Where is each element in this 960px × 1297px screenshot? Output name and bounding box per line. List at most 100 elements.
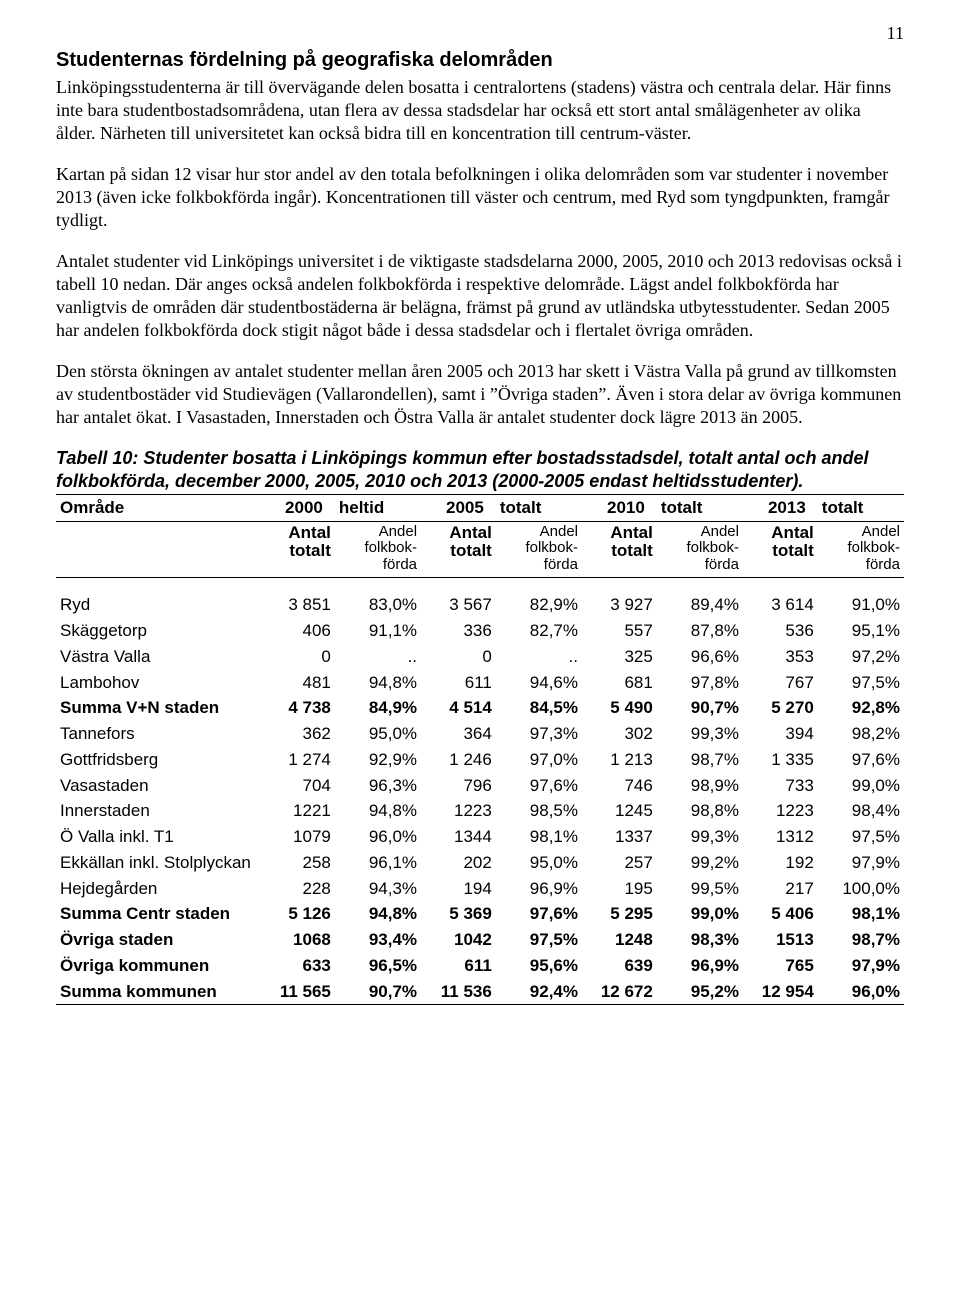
pct-cell: 95,2% [657, 979, 743, 1005]
value-cell: 4 514 [421, 695, 496, 721]
value-cell: 0 [421, 644, 496, 670]
pct-cell: 98,8% [657, 798, 743, 824]
data-table: Område 2000 heltid 2005 totalt 2010 tota… [56, 494, 904, 1005]
value-cell: 1 246 [421, 747, 496, 773]
pct-cell: 95,0% [496, 850, 582, 876]
value-cell: 557 [582, 618, 657, 644]
pct-cell: 94,8% [335, 798, 421, 824]
pct-cell: 95,0% [335, 721, 421, 747]
pct-cell: .. [335, 644, 421, 670]
value-cell: 12 672 [582, 979, 657, 1005]
pct-cell: 96,6% [657, 644, 743, 670]
value-cell: 704 [260, 773, 335, 799]
pct-cell: 99,5% [657, 876, 743, 902]
col-subheader-antal: Antal totalt [260, 521, 335, 578]
value-cell: 1 335 [743, 747, 818, 773]
value-cell: 302 [582, 721, 657, 747]
value-cell: 1223 [421, 798, 496, 824]
pct-cell: 90,7% [335, 979, 421, 1005]
area-cell: Ekkällan inkl. Stolplyckan [56, 850, 260, 876]
value-cell: 3 851 [260, 592, 335, 618]
pct-cell: 98,4% [818, 798, 904, 824]
pct-cell: 100,0% [818, 876, 904, 902]
col-header-yearlabel: totalt [818, 495, 904, 522]
pct-cell: 98,7% [657, 747, 743, 773]
value-cell: 746 [582, 773, 657, 799]
pct-cell: 98,2% [818, 721, 904, 747]
pct-cell: 97,0% [496, 747, 582, 773]
value-cell: 1 213 [582, 747, 657, 773]
value-cell: 353 [743, 644, 818, 670]
value-cell: 195 [582, 876, 657, 902]
table-row: Ryd3 85183,0%3 56782,9%3 92789,4%3 61491… [56, 592, 904, 618]
table-row: Övriga staden106893,4%104297,5%124898,3%… [56, 927, 904, 953]
pct-cell: 97,6% [496, 901, 582, 927]
col-subheader-andel: Andel folkbok-förda [818, 521, 904, 578]
col-header-yearlabel: heltid [335, 495, 421, 522]
paragraph: Kartan på sidan 12 visar hur stor andel … [56, 163, 904, 232]
value-cell: 194 [421, 876, 496, 902]
value-cell: 5 270 [743, 695, 818, 721]
pct-cell: 97,5% [818, 824, 904, 850]
value-cell: 733 [743, 773, 818, 799]
area-cell: Ryd [56, 592, 260, 618]
value-cell: 481 [260, 670, 335, 696]
pct-cell: 90,7% [657, 695, 743, 721]
pct-cell: 94,8% [335, 901, 421, 927]
table-row: Hejdegården22894,3%19496,9%19599,5%21710… [56, 876, 904, 902]
area-cell: Lambohov [56, 670, 260, 696]
pct-cell: 99,3% [657, 824, 743, 850]
pct-cell: 82,9% [496, 592, 582, 618]
pct-cell: 98,1% [818, 901, 904, 927]
area-cell: Övriga kommunen [56, 953, 260, 979]
table-row: Övriga kommunen63396,5%61195,6%63996,9%7… [56, 953, 904, 979]
pct-cell: 87,8% [657, 618, 743, 644]
value-cell: 3 927 [582, 592, 657, 618]
pct-cell: 84,5% [496, 695, 582, 721]
value-cell: 0 [260, 644, 335, 670]
area-cell: Summa Centr staden [56, 901, 260, 927]
value-cell: 611 [421, 953, 496, 979]
value-cell: 1312 [743, 824, 818, 850]
table-row: Tannefors36295,0%36497,3%30299,3%39498,2… [56, 721, 904, 747]
col-header-area: Område [56, 495, 260, 522]
pct-cell: 98,5% [496, 798, 582, 824]
area-cell: Gottfridsberg [56, 747, 260, 773]
value-cell: 611 [421, 670, 496, 696]
value-cell: 364 [421, 721, 496, 747]
value-cell: 5 406 [743, 901, 818, 927]
col-subheader-antal: Antal totalt [743, 521, 818, 578]
value-cell: 1221 [260, 798, 335, 824]
area-cell: Skäggetorp [56, 618, 260, 644]
pct-cell: 94,3% [335, 876, 421, 902]
pct-cell: 96,5% [335, 953, 421, 979]
pct-cell: 93,4% [335, 927, 421, 953]
table-row: Innerstaden122194,8%122398,5%124598,8%12… [56, 798, 904, 824]
pct-cell: .. [496, 644, 582, 670]
col-subheader-andel: Andel folkbok-förda [335, 521, 421, 578]
value-cell: 5 126 [260, 901, 335, 927]
area-cell: Ö Valla inkl. T1 [56, 824, 260, 850]
pct-cell: 97,9% [818, 850, 904, 876]
pct-cell: 97,5% [818, 670, 904, 696]
table-caption: Tabell 10: Studenter bosatta i Linköping… [56, 447, 904, 492]
value-cell: 5 369 [421, 901, 496, 927]
value-cell: 681 [582, 670, 657, 696]
value-cell: 1513 [743, 927, 818, 953]
area-cell: Hejdegården [56, 876, 260, 902]
pct-cell: 98,7% [818, 927, 904, 953]
value-cell: 217 [743, 876, 818, 902]
pct-cell: 84,9% [335, 695, 421, 721]
pct-cell: 96,1% [335, 850, 421, 876]
value-cell: 5 490 [582, 695, 657, 721]
value-cell: 362 [260, 721, 335, 747]
paragraph: Linköpingsstudenterna är till övervägand… [56, 76, 904, 145]
value-cell: 1042 [421, 927, 496, 953]
col-subheader-antal: Antal totalt [421, 521, 496, 578]
value-cell: 394 [743, 721, 818, 747]
table-row: Summa V+N staden4 73884,9%4 51484,5%5 49… [56, 695, 904, 721]
col-header-year: 2005 [421, 495, 496, 522]
value-cell: 325 [582, 644, 657, 670]
value-cell: 202 [421, 850, 496, 876]
value-cell: 767 [743, 670, 818, 696]
